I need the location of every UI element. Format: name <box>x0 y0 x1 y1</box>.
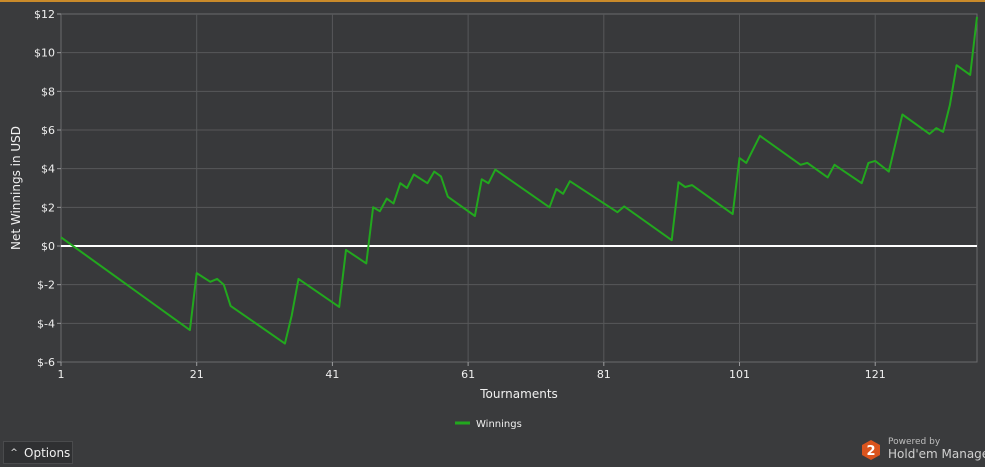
x-tick-label: 121 <box>865 368 886 381</box>
y-tick-label: $-4 <box>37 317 55 330</box>
legend[interactable]: Winnings <box>455 419 522 430</box>
x-tick-label: 21 <box>190 368 204 381</box>
y-tick-label: $2 <box>41 201 55 214</box>
options-button-label: Options <box>24 445 71 460</box>
y-tick-label: $0 <box>41 240 55 253</box>
net-winnings-chart: $-6$-4$-2$0$2$4$6$8$10$12 1 21 41 61 81 101 12… <box>9 8 978 430</box>
y-tick-label: $4 <box>41 163 55 176</box>
x-tick-label: 41 <box>325 368 339 381</box>
y-tick-label: $6 <box>41 124 55 137</box>
y-tick-label: $-6 <box>37 356 55 369</box>
logo-digit: 2 <box>866 444 875 459</box>
powered-by-text: Powered by <box>888 437 941 447</box>
y-tick-label: $8 <box>41 85 55 98</box>
legend-label-winnings: Winnings <box>476 419 522 430</box>
chevron-up-icon: ^ <box>10 447 18 458</box>
holdem-manager-logo-icon: 2 <box>862 440 880 460</box>
holdem-manager-branding: 2 Powered by Hold'em Manager <box>860 437 985 465</box>
plot-area <box>60 13 978 363</box>
x-tick-label: 61 <box>461 368 475 381</box>
x-tick-label: 81 <box>597 368 611 381</box>
y-tick-label: $12 <box>34 8 55 21</box>
x-tick-label: 1 <box>58 368 65 381</box>
options-button[interactable]: ^ Options <box>3 441 73 464</box>
x-tick-label: 101 <box>729 368 750 381</box>
series-line-winnings <box>60 16 978 345</box>
x-axis-title: Tournaments <box>479 387 558 401</box>
y-tick-label: $10 <box>34 47 55 60</box>
y-tick-label: $-2 <box>37 279 55 292</box>
y-axis-ticks: $-6 $-4 $-2 $0 $2 $4 $6 $8 $10 $12 <box>34 8 61 369</box>
series-group <box>60 16 978 345</box>
x-axis-ticks: 1 21 41 61 81 101 121 <box>58 362 886 381</box>
product-name: Hold'em Manager <box>888 447 985 461</box>
y-axis-title: Net Winnings in USD <box>9 126 23 250</box>
